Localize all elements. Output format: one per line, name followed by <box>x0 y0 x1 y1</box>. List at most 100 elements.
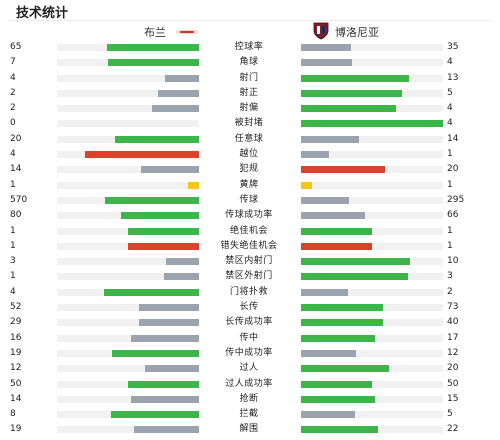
stat-row: 19 解围 22 <box>0 422 500 437</box>
away-stat-value: 14 <box>447 133 459 144</box>
away-stat-value: 4 <box>447 118 453 129</box>
home-stat-value: 1 <box>10 271 16 282</box>
away-stat-bar-track <box>301 135 443 143</box>
away-stat-value: 22 <box>447 424 459 435</box>
away-stat-bar-track <box>301 120 443 128</box>
away-stat-value: 15 <box>447 393 459 404</box>
away-stat-bar <box>301 242 372 250</box>
home-team-name[interactable]: 布兰 <box>144 26 166 39</box>
home-stat-bar <box>166 258 199 266</box>
home-stat-bar-track <box>57 304 199 312</box>
home-stat-bar <box>128 242 199 250</box>
away-stat-bar-track <box>301 166 443 174</box>
away-stat-value: 50 <box>447 378 459 389</box>
away-stat-bar-track <box>301 411 443 419</box>
home-stat-value: 50 <box>10 378 22 389</box>
away-stat-bar <box>301 365 390 373</box>
home-stat-bar-track <box>57 135 199 143</box>
home-stat-bar-track <box>57 59 199 67</box>
stat-label: 射偏 <box>239 103 259 114</box>
away-stat-value: 4 <box>447 103 453 114</box>
away-stat-bar-track <box>301 349 443 357</box>
away-stat-value: 1 <box>447 225 453 236</box>
home-stat-bar <box>163 273 199 281</box>
away-stat-bar <box>301 74 409 82</box>
home-stat-bar <box>140 166 199 174</box>
home-stat-value: 65 <box>10 42 22 52</box>
stat-row: 8 拦截 5 <box>0 407 500 422</box>
away-stat-value: 73 <box>447 302 459 313</box>
home-stat-bar <box>110 411 199 419</box>
stat-row: 7 角球 4 <box>0 55 500 70</box>
home-stat-value: 8 <box>10 409 16 420</box>
home-stat-bar <box>130 395 199 403</box>
home-stat-bar-track <box>57 411 199 419</box>
home-stat-value: 2 <box>10 87 16 98</box>
home-stat-value: 570 <box>10 194 28 205</box>
away-stat-bar-track <box>301 334 443 342</box>
stat-label: 错失绝佳机会 <box>220 240 278 251</box>
stats-list: 65 控球率 35 7 角球 4 4 射门 13 2 射正 5 2 射偏 4 0 被封堵 4 20 任意球 14 4 越位 1… <box>0 40 500 438</box>
away-stat-bar-track <box>301 258 443 266</box>
stat-label: 禁区内射门 <box>225 256 273 267</box>
stat-label: 角球 <box>239 57 259 68</box>
stat-row: 1 绝佳机会 1 <box>0 224 500 239</box>
home-stat-bar-track <box>57 319 199 327</box>
away-stat-bar-track <box>301 74 443 82</box>
home-stat-bar <box>187 181 199 189</box>
stat-label: 控球率 <box>234 42 264 52</box>
away-stat-bar-track <box>301 426 443 434</box>
away-stat-bar-track <box>301 395 443 403</box>
away-stat-bar <box>301 135 360 143</box>
stat-row: 1 禁区外射门 3 <box>0 269 500 284</box>
away-stat-bar <box>301 151 330 159</box>
home-stat-bar <box>130 334 199 342</box>
away-stat-bar-track <box>301 319 443 327</box>
away-stat-value: 13 <box>447 72 459 83</box>
stat-row: 12 过人 20 <box>0 361 500 376</box>
away-stat-bar <box>301 89 402 97</box>
stat-row: 1 错失绝佳机会 1 <box>0 239 500 254</box>
away-stat-bar <box>301 258 411 266</box>
away-team-logo-icon[interactable] <box>313 22 329 40</box>
stat-row: 65 控球率 35 <box>0 40 500 55</box>
home-stat-bar-track <box>57 227 199 235</box>
away-stat-bar <box>301 395 375 403</box>
stat-row: 16 传中 17 <box>0 331 500 346</box>
away-stat-bar <box>301 411 355 419</box>
away-stat-bar-track <box>301 227 443 235</box>
stat-label: 长传成功率 <box>225 317 273 328</box>
home-stat-value: 14 <box>10 164 22 175</box>
away-team-name[interactable]: 博洛尼亚 <box>335 26 379 39</box>
away-stat-value: 17 <box>447 332 459 343</box>
away-stat-value: 1 <box>447 149 453 160</box>
home-stat-bar <box>115 135 199 143</box>
home-stat-bar <box>139 319 199 327</box>
home-stat-bar-track <box>57 242 199 250</box>
home-stat-bar <box>157 89 199 97</box>
away-stat-value: 66 <box>447 210 459 221</box>
away-stat-bar <box>301 212 365 220</box>
stat-label: 抢断 <box>239 393 259 404</box>
away-stat-bar <box>301 380 372 388</box>
stat-row: 3 禁区内射门 10 <box>0 254 500 269</box>
stat-label: 门将扑救 <box>229 286 268 297</box>
stat-label: 过人成功率 <box>225 378 273 389</box>
stat-label: 传球 <box>239 194 259 205</box>
away-stat-value: 12 <box>447 347 459 358</box>
stat-row: 2 射偏 4 <box>0 101 500 116</box>
away-stat-value: 2 <box>447 286 453 297</box>
stat-row: 14 抢断 15 <box>0 392 500 407</box>
home-stat-bar <box>120 212 199 220</box>
home-stat-bar <box>145 365 199 373</box>
away-stat-bar <box>301 227 372 235</box>
away-stat-bar <box>301 59 353 67</box>
home-stat-bar-track <box>57 334 199 342</box>
home-team-logo-icon[interactable] <box>176 29 198 35</box>
home-stat-bar-track <box>57 166 199 174</box>
stat-row: 14 犯规 20 <box>0 162 500 177</box>
away-stat-bar <box>301 196 350 204</box>
home-stat-value: 14 <box>10 393 22 404</box>
stat-row: 19 传中成功率 12 <box>0 346 500 361</box>
away-stat-bar <box>301 44 351 51</box>
